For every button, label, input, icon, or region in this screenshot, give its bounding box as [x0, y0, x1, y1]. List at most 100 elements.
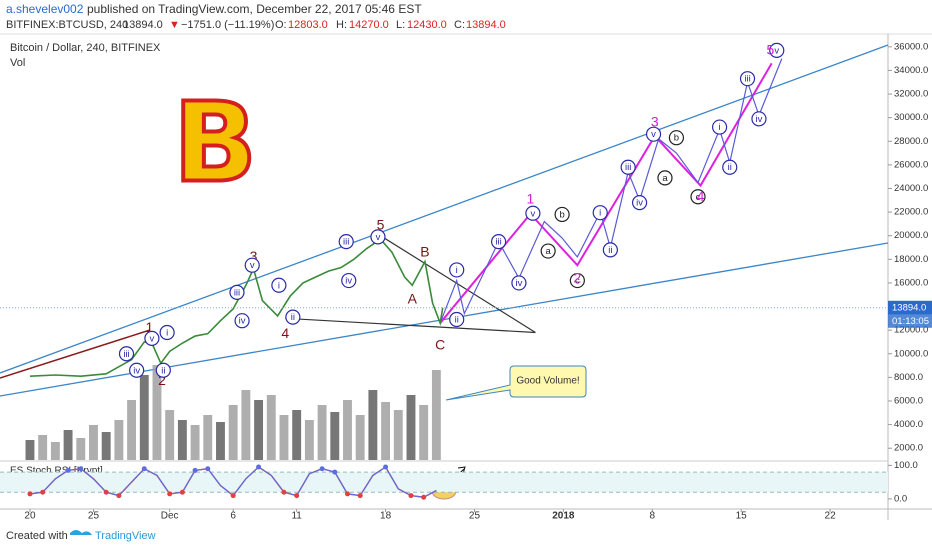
- x-tick-label: 15: [736, 511, 748, 522]
- wave-label: A: [408, 291, 418, 307]
- rsi-dot: [357, 493, 363, 499]
- wave-circle: [129, 362, 145, 378]
- wave-label: ii: [608, 245, 612, 256]
- volume-bar: [279, 415, 289, 460]
- wave-circle: [144, 330, 160, 347]
- volume-bar: [203, 415, 213, 460]
- rsi-dot: [103, 489, 109, 495]
- callout-box: [445, 365, 587, 401]
- rsi-dot: [141, 466, 147, 472]
- volume-bar: [419, 405, 429, 460]
- callout: Good Volume!: [445, 365, 587, 401]
- wave-circle: [341, 272, 357, 289]
- projection-line: [439, 62, 773, 324]
- x-tick-label: 11: [291, 511, 302, 522]
- volume-bar: [38, 435, 48, 460]
- wave-circle: [491, 233, 507, 250]
- wave-circle: [668, 130, 685, 146]
- volume-bar: [343, 400, 352, 460]
- y-tick-label: 32000.0: [894, 89, 928, 100]
- red-trendline: [0, 329, 151, 379]
- wave-label: v: [250, 260, 255, 271]
- rsi-band: [0, 472, 888, 493]
- wave-circle: [645, 126, 662, 142]
- volume-bar: [216, 422, 225, 460]
- volume-bar: [76, 438, 86, 460]
- rsi-dot: [205, 466, 211, 472]
- wave-circle: [554, 206, 570, 223]
- volume-bar: [304, 420, 314, 460]
- wave-label: v: [150, 333, 155, 344]
- volume-bar: [152, 365, 162, 460]
- x-tick-label: 20: [24, 511, 36, 522]
- footer-brand[interactable]: TradingView: [95, 530, 156, 542]
- wave-circle: [657, 170, 673, 186]
- rsi-dot: [230, 493, 236, 499]
- wave-label: i: [278, 280, 280, 291]
- wave-label: 4: [697, 188, 705, 204]
- rsi-dot: [78, 466, 84, 472]
- rsi-dot: [332, 469, 338, 475]
- y-tick-label: 30000.0: [894, 112, 928, 123]
- y-tick-label: 36000.0: [894, 41, 928, 52]
- rsi-dot: [421, 494, 427, 500]
- volume-bar: [292, 410, 302, 460]
- y-tick-label: 28000.0: [894, 136, 928, 147]
- volume-bar: [254, 400, 264, 460]
- volume-bar: [228, 405, 238, 460]
- y-tick-label: 4000.0: [894, 419, 923, 430]
- published: published on TradingView.com, December 2…: [87, 2, 422, 16]
- x-tick-label: 18: [380, 511, 392, 522]
- volume-bar: [431, 370, 441, 460]
- wave-label: 1: [145, 319, 153, 335]
- wave-label: iii: [234, 287, 240, 298]
- y-tick-label: 20000.0: [894, 230, 928, 241]
- wave-label: iv: [133, 365, 140, 376]
- rsi-dot: [383, 464, 389, 470]
- wave-label: iv: [636, 198, 643, 209]
- wave-circle: [285, 309, 301, 325]
- author[interactable]: a.shevelev002: [6, 2, 84, 16]
- rsi-dot: [116, 493, 122, 499]
- open: 12803.0: [288, 19, 328, 31]
- volume-bar: [190, 425, 200, 460]
- wave-label: iv: [756, 114, 763, 125]
- rsi-dot: [344, 491, 350, 497]
- c-label: C:: [454, 19, 465, 31]
- x-tick-label: 22: [825, 511, 837, 522]
- wave-circle: [118, 346, 135, 362]
- volume-bar: [50, 442, 60, 460]
- wave-circle: [769, 42, 785, 58]
- wave-label: a: [662, 173, 668, 184]
- wave-label: ii: [728, 162, 732, 173]
- volume-bar: [266, 395, 276, 460]
- wave-label: iii: [744, 74, 750, 85]
- wave-label: i: [166, 328, 168, 339]
- rsi-tick-label: 0.0: [894, 493, 907, 504]
- rsi-dot: [27, 491, 33, 497]
- wave-label: 2: [158, 372, 166, 388]
- wave-circle: [631, 195, 648, 211]
- wave-label: v: [531, 208, 536, 219]
- x-tick-label: 25: [469, 511, 481, 522]
- symbol: BITFINEX:BTCUSD, 240: [6, 19, 128, 31]
- wave-label: a: [545, 246, 551, 257]
- wave-circle: [620, 159, 636, 175]
- y-tick-label: 22000.0: [894, 207, 928, 218]
- wave-circle: [751, 111, 767, 127]
- wave-label: iv: [515, 278, 522, 289]
- wave-label: b: [674, 133, 679, 144]
- wave-label: i: [456, 265, 458, 276]
- legend-vol: Vol: [10, 57, 25, 69]
- wave-label: ii: [455, 315, 459, 326]
- wave-label: v: [774, 45, 779, 56]
- rsi-dot: [179, 489, 185, 495]
- volume-bar: [368, 390, 378, 460]
- y-tick-label: 16000.0: [894, 277, 928, 288]
- volume-bar: [101, 432, 111, 460]
- wave-circle: [739, 71, 756, 87]
- wave-circle: [271, 277, 287, 293]
- high: 14270.0: [349, 19, 389, 31]
- wave-label: 5: [766, 42, 774, 58]
